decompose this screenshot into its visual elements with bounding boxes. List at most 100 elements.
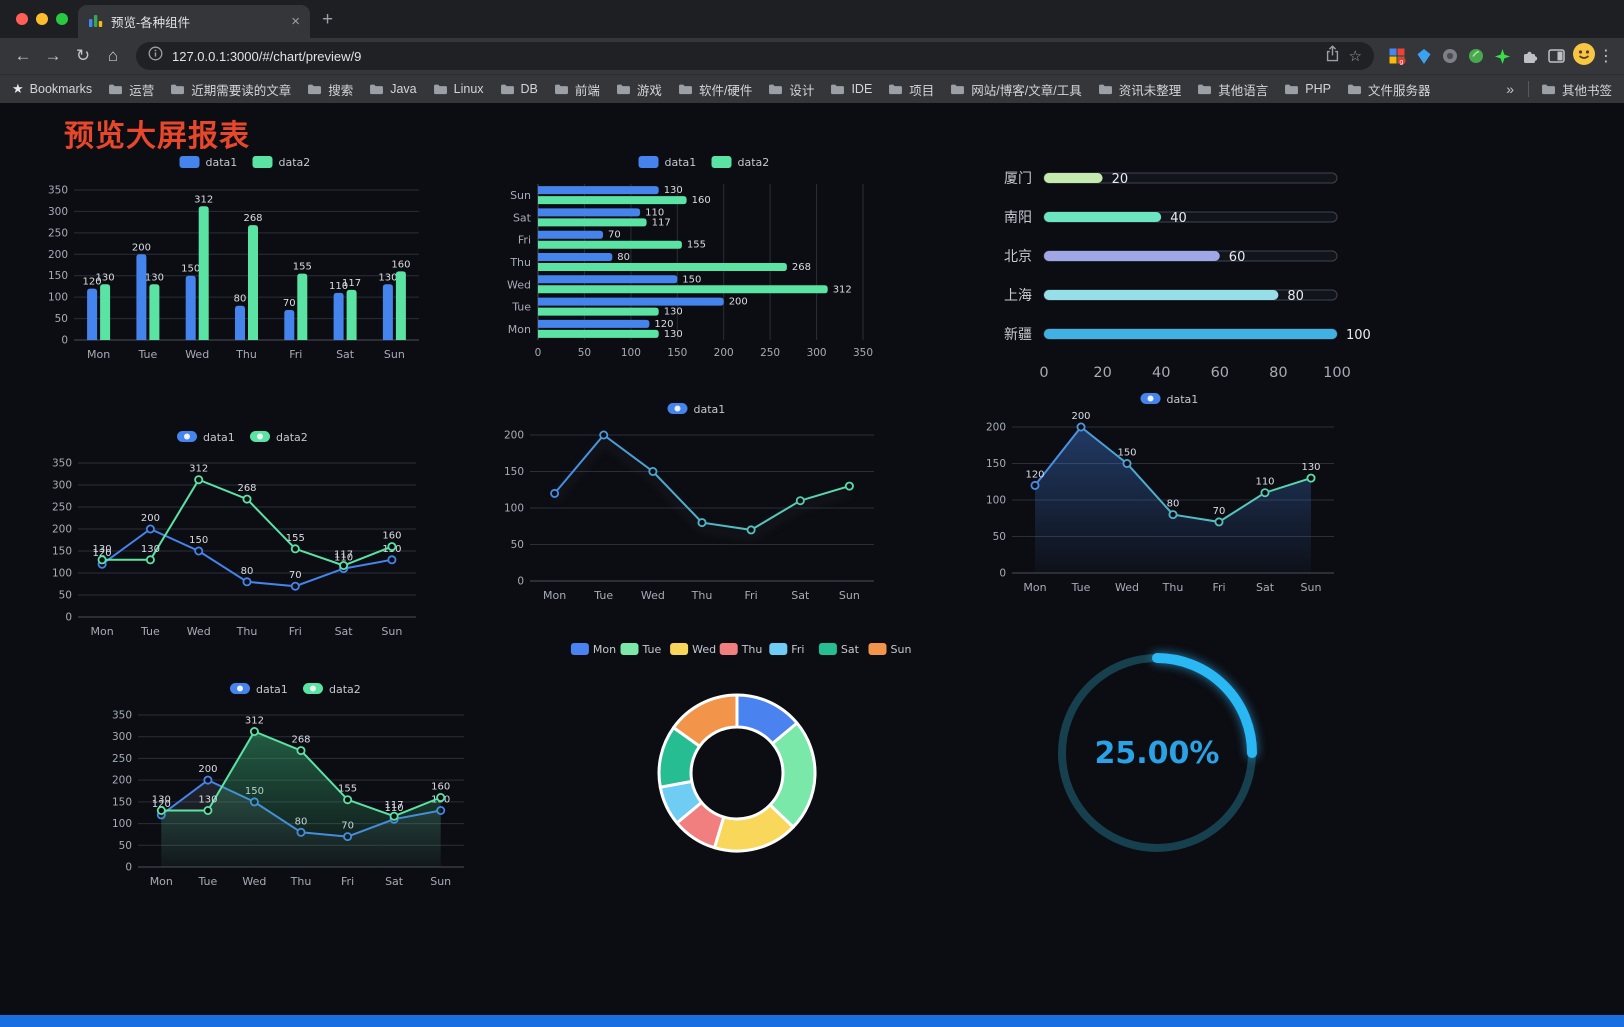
- svg-text:Mon: Mon: [593, 643, 616, 656]
- svg-text:150: 150: [504, 466, 524, 478]
- bookmark-star-icon[interactable]: ☆: [1348, 48, 1362, 65]
- svg-text:Fri: Fri: [341, 875, 354, 888]
- bookmarks-overflow-chevron[interactable]: »: [1506, 81, 1514, 97]
- svg-text:data1: data1: [206, 156, 238, 169]
- chart-horizontal-bar[interactable]: 0 50 100 150 200 250 300 350 Mon Tue Wed Thu Fri Sat S…: [492, 148, 897, 370]
- extensions-puzzle-icon[interactable]: [1521, 48, 1538, 65]
- svg-text:25.00%: 25.00%: [1095, 736, 1220, 771]
- svg-text:Fri: Fri: [289, 348, 302, 361]
- svg-text:Thu: Thu: [235, 348, 257, 361]
- svg-text:130: 130: [93, 544, 112, 555]
- svg-text:data1: data1: [203, 431, 235, 444]
- browser-menu-icon[interactable]: ⋮: [1598, 48, 1614, 65]
- svg-text:data2: data2: [276, 431, 308, 444]
- svg-text:350: 350: [853, 347, 873, 359]
- svg-text:Tue: Tue: [642, 643, 662, 656]
- svg-text:200: 200: [714, 347, 734, 359]
- extension-shield-icon[interactable]: [1416, 48, 1432, 65]
- sidebar-toggle-icon[interactable]: [1548, 48, 1566, 64]
- svg-text:data2: data2: [279, 156, 311, 169]
- zoom-window-button[interactable]: [56, 13, 68, 25]
- bookmark-folder[interactable]: 其他语言: [1197, 80, 1268, 99]
- bookmark-folder[interactable]: 运营: [108, 80, 154, 99]
- chart-donut-pie[interactable]: Mon Tue Wed Thu Fri Sat Sun: [540, 631, 940, 876]
- svg-text:50: 50: [578, 347, 591, 359]
- chart-progress-bars[interactable]: 厦门 20 南阳 40 北京 60 上海 80 新疆 100 0 20 40 60 80 100: [978, 151, 1371, 391]
- svg-text:80: 80: [241, 566, 254, 577]
- bookmark-folder[interactable]: 网站/博客/文章/工具: [950, 80, 1082, 99]
- other-bookmarks[interactable]: 其他书签: [1541, 80, 1612, 99]
- svg-text:130: 130: [198, 795, 217, 806]
- folder-icon: [308, 84, 322, 95]
- bookmark-folder[interactable]: 设计: [768, 80, 814, 99]
- url-text[interactable]: 127.0.0.1:3000/#/chart/preview/9: [172, 48, 362, 64]
- svg-text:200: 200: [504, 430, 524, 442]
- site-info-icon[interactable]: [148, 46, 163, 66]
- svg-text:厦门: 厦门: [1004, 171, 1032, 187]
- svg-text:312: 312: [833, 284, 852, 295]
- svg-text:80: 80: [1287, 289, 1304, 304]
- svg-text:Sat: Sat: [385, 875, 404, 888]
- svg-text:Thu: Thu: [1162, 581, 1184, 594]
- reload-button[interactable]: ↻: [75, 46, 91, 65]
- svg-text:Thu: Thu: [236, 625, 258, 638]
- svg-text:100: 100: [1346, 328, 1371, 343]
- minimize-window-button[interactable]: [36, 13, 48, 25]
- svg-text:100: 100: [986, 495, 1006, 507]
- home-button[interactable]: ⌂: [107, 46, 119, 65]
- svg-text:Wed: Wed: [641, 589, 665, 602]
- svg-text:50: 50: [511, 539, 524, 551]
- bookmark-folder[interactable]: 搜索: [307, 80, 353, 99]
- other-bookmarks-label: 其他书签: [1561, 83, 1612, 98]
- extension-green-star-icon[interactable]: [1494, 48, 1511, 65]
- extension-colorful-icon[interactable]: g: [1388, 47, 1406, 65]
- bookmark-folder[interactable]: Linux: [433, 82, 484, 96]
- svg-text:Sun: Sun: [510, 189, 531, 202]
- bookmark-folder[interactable]: 前端: [554, 80, 600, 99]
- bookmark-folder[interactable]: 游戏: [616, 80, 662, 99]
- svg-text:data2: data2: [738, 156, 770, 169]
- address-bar[interactable]: 127.0.0.1:3000/#/chart/preview/9 ☆: [136, 42, 1374, 70]
- profile-avatar[interactable]: [1572, 42, 1596, 71]
- folder-icon: [678, 84, 692, 95]
- bookmark-folder[interactable]: 近期需要读的文章: [170, 80, 291, 99]
- close-window-button[interactable]: [16, 13, 28, 25]
- bookmarks-manager[interactable]: ★ Bookmarks: [12, 81, 92, 97]
- folder-icon: [500, 84, 514, 95]
- chart-line-area-labeled[interactable]: 0 50 100 150 200 Mon Tue Wed Thu Fri Sat Sun 120 200 1…: [976, 383, 1352, 607]
- svg-text:70: 70: [608, 230, 621, 241]
- browser-tab[interactable]: 预览-各种组件 ×: [78, 5, 310, 38]
- bookmark-folder[interactable]: 资讯未整理: [1098, 80, 1181, 99]
- svg-text:200: 200: [986, 422, 1006, 434]
- svg-text:120: 120: [1025, 469, 1044, 480]
- svg-text:150: 150: [682, 274, 701, 285]
- share-icon[interactable]: [1325, 45, 1340, 67]
- chart-line-gradient[interactable]: 0 50 100 150 200 Mon Tue Wed Thu Fri Sat Sun data1: [492, 393, 890, 617]
- bookmark-folder[interactable]: 文件服务器: [1347, 80, 1430, 99]
- svg-text:60: 60: [1229, 250, 1246, 265]
- chart-area-two-series[interactable]: 0 50 100 150 200 250 300 350 Mon Tue Wed Thu Fri Sat S…: [94, 673, 486, 897]
- bookmark-folder[interactable]: IDE: [830, 82, 872, 96]
- forward-button[interactable]: →: [44, 46, 62, 65]
- extension-green-circle-icon[interactable]: [1468, 48, 1484, 64]
- svg-text:50: 50: [119, 840, 132, 852]
- tab-close-icon[interactable]: ×: [291, 13, 300, 30]
- chart-grouped-bar[interactable]: 0 50 100 150 200 250 300 350 Mon Tue Wed Thu Fri Sat S…: [38, 148, 433, 370]
- chart-line-two-series[interactable]: 0 50 100 150 200 250 300 350 Mon Tue Wed Thu Fri Sat S…: [38, 421, 436, 649]
- svg-text:120: 120: [83, 277, 102, 288]
- bookmark-folder[interactable]: PHP: [1284, 82, 1331, 96]
- bookmark-folder[interactable]: Java: [369, 82, 417, 96]
- bookmark-folder[interactable]: 软件/硬件: [678, 80, 752, 99]
- extension-globe-icon[interactable]: [1442, 48, 1458, 64]
- folder-icon: [433, 84, 447, 95]
- svg-text:40: 40: [1152, 365, 1170, 381]
- bookmark-folder[interactable]: DB: [500, 82, 538, 96]
- new-tab-button[interactable]: +: [322, 9, 334, 30]
- bookmarks-bar: ★ Bookmarks 运营 近期需要读的文章 搜索 Java Linux DB 前端 游戏软…: [0, 74, 1624, 103]
- svg-text:120: 120: [93, 548, 112, 559]
- bookmark-folder[interactable]: 项目: [888, 80, 934, 99]
- svg-text:100: 100: [48, 292, 68, 304]
- back-button[interactable]: ←: [14, 46, 32, 65]
- chart-gauge-ring[interactable]: 25.00%: [1028, 635, 1286, 875]
- svg-text:100: 100: [504, 503, 524, 515]
